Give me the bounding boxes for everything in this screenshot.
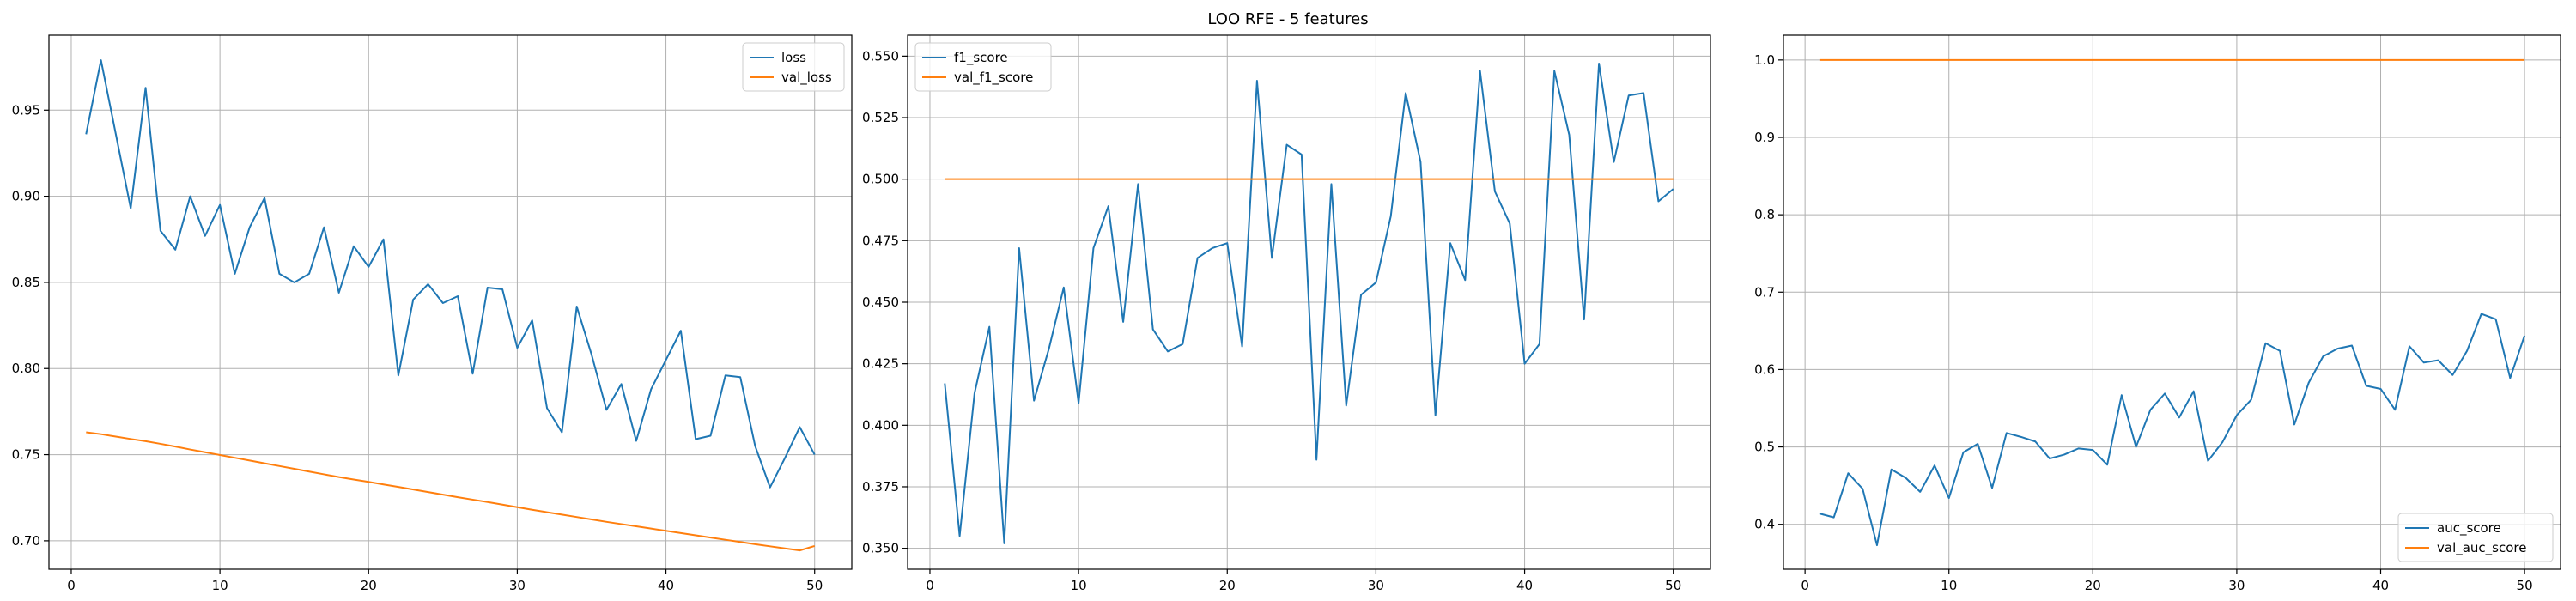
y-tick-label-4: 0.8 [1754,207,1775,222]
y-tick-label-2: 0.400 [862,417,899,433]
legend-label-loss: loss [781,50,806,65]
legend-box [914,42,1052,92]
y-tick-label-2: 0.80 [12,361,40,376]
subplot-3: 0 10 20 30 40 50 0.4 0.5 0.6 0.7 0.8 0.9 1.0 auc_scor… [1754,34,2561,593]
x-tick-label-1: 10 [212,578,228,593]
legend-box [2397,513,2554,562]
x-tick-label-4: 40 [2372,578,2389,593]
y-tick-label-1: 0.375 [862,479,899,495]
y-tick-label-4: 0.450 [862,294,899,310]
x-tick-label-1: 10 [1941,578,1957,593]
y-tick-label-8: 0.550 [862,48,899,64]
legend-label-val_loss: val_loss [781,70,832,86]
series-line-f1_score [944,62,1674,544]
y-tick-label-0: 0.350 [862,541,899,556]
legend-box [742,42,845,92]
legend-label-f1_score: f1_score [954,50,1008,66]
y-tick-label-0: 0.70 [12,533,40,549]
figure-title: LOO RFE - 5 features [1207,10,1368,28]
y-tick-label-6: 0.500 [862,172,899,187]
x-tick-label-0: 0 [926,578,934,593]
y-tick-label-1: 0.75 [12,447,40,463]
y-tick-label-3: 0.7 [1754,284,1775,300]
y-tick-label-2: 0.6 [1754,361,1775,377]
y-tick-label-4: 0.90 [12,189,40,204]
subplot-2: 0 10 20 30 40 50 0.350 0.375 0.400 0.425 0.450 0.47… [862,34,1711,593]
legend-label-val_auc_score: val_auc_score [2437,540,2527,556]
x-tick-label-5: 50 [2517,578,2533,593]
series-line-auc_score [1819,313,2526,547]
x-tick-label-2: 20 [2085,578,2101,593]
legend-label-val_f1_score: val_f1_score [954,70,1033,86]
y-tick-label-5: 0.475 [862,233,899,248]
x-tick-label-0: 0 [67,578,76,593]
y-tick-label-3: 0.425 [862,356,899,372]
legend: f1_score val_f1_score [914,42,1052,92]
y-tick-label-5: 0.95 [12,102,40,118]
subplots: 0 10 20 30 40 500.700.750.800.850.900.95lossv… [12,34,2561,593]
series-line-val_loss [86,431,815,552]
plot-frame [1783,34,2561,570]
x-tick-label-0: 0 [1801,578,1809,593]
y-tick-label-0: 0.4 [1754,517,1775,532]
y-tick-label-3: 0.85 [12,275,40,290]
legend: loss val_loss [742,42,845,92]
x-tick-label-2: 20 [361,578,377,593]
legend: auc_score val_auc_score [2397,513,2554,562]
y-tick-label-1: 0.5 [1754,440,1775,455]
legend-label-auc_score: auc_score [2437,520,2501,537]
x-tick-label-5: 50 [1665,578,1681,593]
y-tick-label-6: 1.0 [1754,52,1775,68]
x-tick-label-3: 30 [1368,578,1384,593]
x-tick-label-4: 40 [1516,578,1533,593]
y-tick-label-5: 0.9 [1754,130,1775,145]
x-tick-label-1: 10 [1071,578,1087,593]
x-tick-label-5: 50 [806,578,823,593]
plot-frame [48,34,853,570]
x-tick-label-4: 40 [658,578,674,593]
x-tick-label-2: 20 [1219,578,1236,593]
x-tick-label-3: 30 [509,578,526,593]
y-tick-label-7: 0.525 [862,110,899,125]
series-line-loss [85,59,816,489]
subplot-1: 0 10 20 30 40 50 0.70 0.75 0.80 0.85 0.90 0.95 loss v… [12,34,853,593]
x-tick-label-3: 30 [2228,578,2245,593]
